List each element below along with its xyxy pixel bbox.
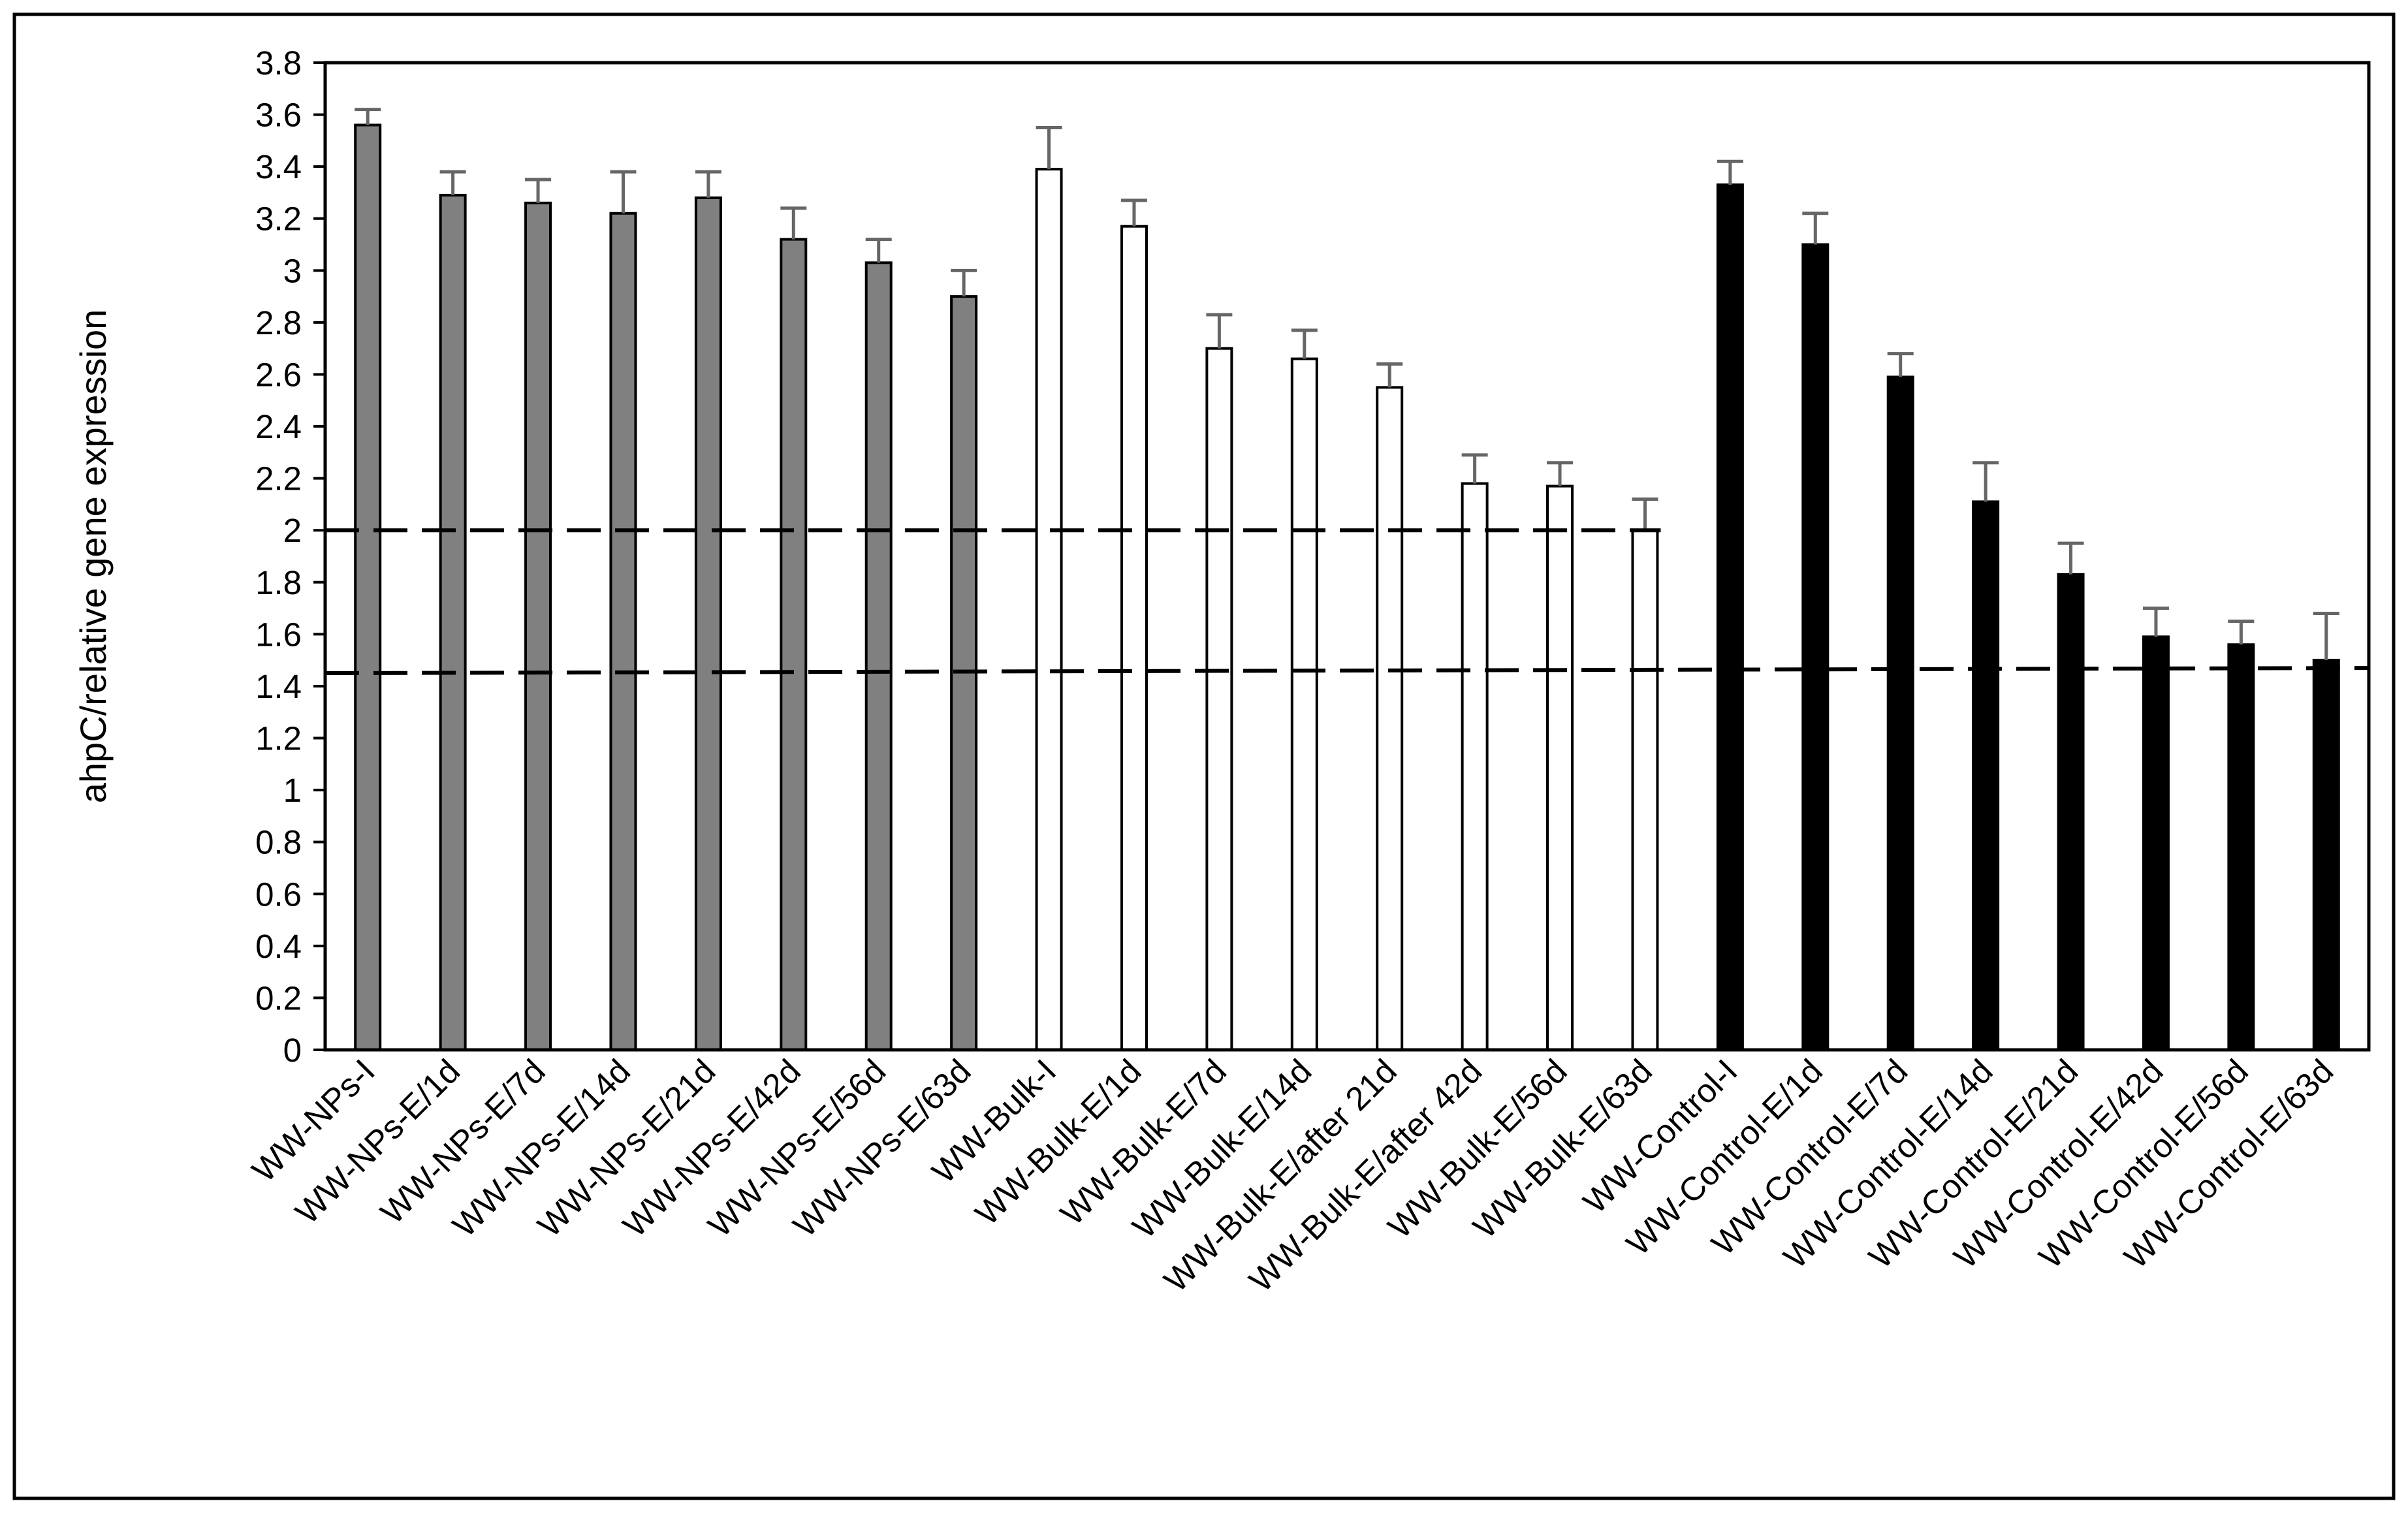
bar — [2142, 635, 2170, 1051]
bar — [1631, 529, 1659, 1051]
y-tick-label: 1.4 — [255, 668, 302, 705]
bar — [2227, 643, 2255, 1051]
y-tick-label: 2.4 — [255, 408, 302, 445]
bar — [354, 123, 382, 1051]
y-tick-label: 0.2 — [255, 979, 302, 1017]
y-tick-label: 3.6 — [255, 97, 302, 134]
bar — [1716, 183, 1744, 1052]
bar — [1546, 484, 1574, 1051]
bar — [694, 196, 722, 1051]
bar — [1290, 357, 1318, 1051]
bar — [439, 193, 467, 1052]
bar — [1461, 482, 1489, 1051]
bar — [1035, 168, 1063, 1051]
y-tick-label: 2.8 — [255, 304, 302, 341]
y-tick-label: 1.6 — [255, 616, 302, 653]
y-tick-label: 2 — [283, 512, 302, 549]
bar — [1801, 243, 1830, 1051]
bar — [1376, 386, 1404, 1051]
bar — [1972, 500, 2000, 1051]
bar — [1886, 375, 1914, 1051]
y-tick-label: 0.4 — [255, 928, 302, 965]
y-tick-label: 3 — [283, 252, 302, 289]
y-tick-label: 1.8 — [255, 564, 302, 601]
bar — [864, 261, 893, 1052]
y-tick-label: 2.2 — [255, 460, 302, 497]
plot-frame — [323, 61, 2371, 1052]
y-tick-label: 2.6 — [255, 356, 302, 393]
y-tick-label: 3.2 — [255, 200, 302, 238]
y-tick-label: 0.8 — [255, 824, 302, 861]
bar — [524, 201, 552, 1051]
y-tick-label: 1 — [283, 772, 302, 809]
y-tick-label: 1.2 — [255, 720, 302, 757]
reference-line — [325, 666, 2369, 676]
bar — [609, 212, 637, 1052]
y-tick-label: 0 — [283, 1032, 302, 1069]
y-tick-label: 0.6 — [255, 876, 302, 913]
bar — [1120, 225, 1148, 1051]
y-tick-label: 3.8 — [255, 44, 302, 82]
bar — [780, 238, 808, 1051]
bar — [2057, 573, 2085, 1051]
y-axis-title: ahpC/relative gene expression — [72, 309, 114, 803]
y-tick-label: 3.4 — [255, 148, 302, 185]
bar — [1205, 347, 1233, 1051]
bar — [2312, 659, 2340, 1051]
